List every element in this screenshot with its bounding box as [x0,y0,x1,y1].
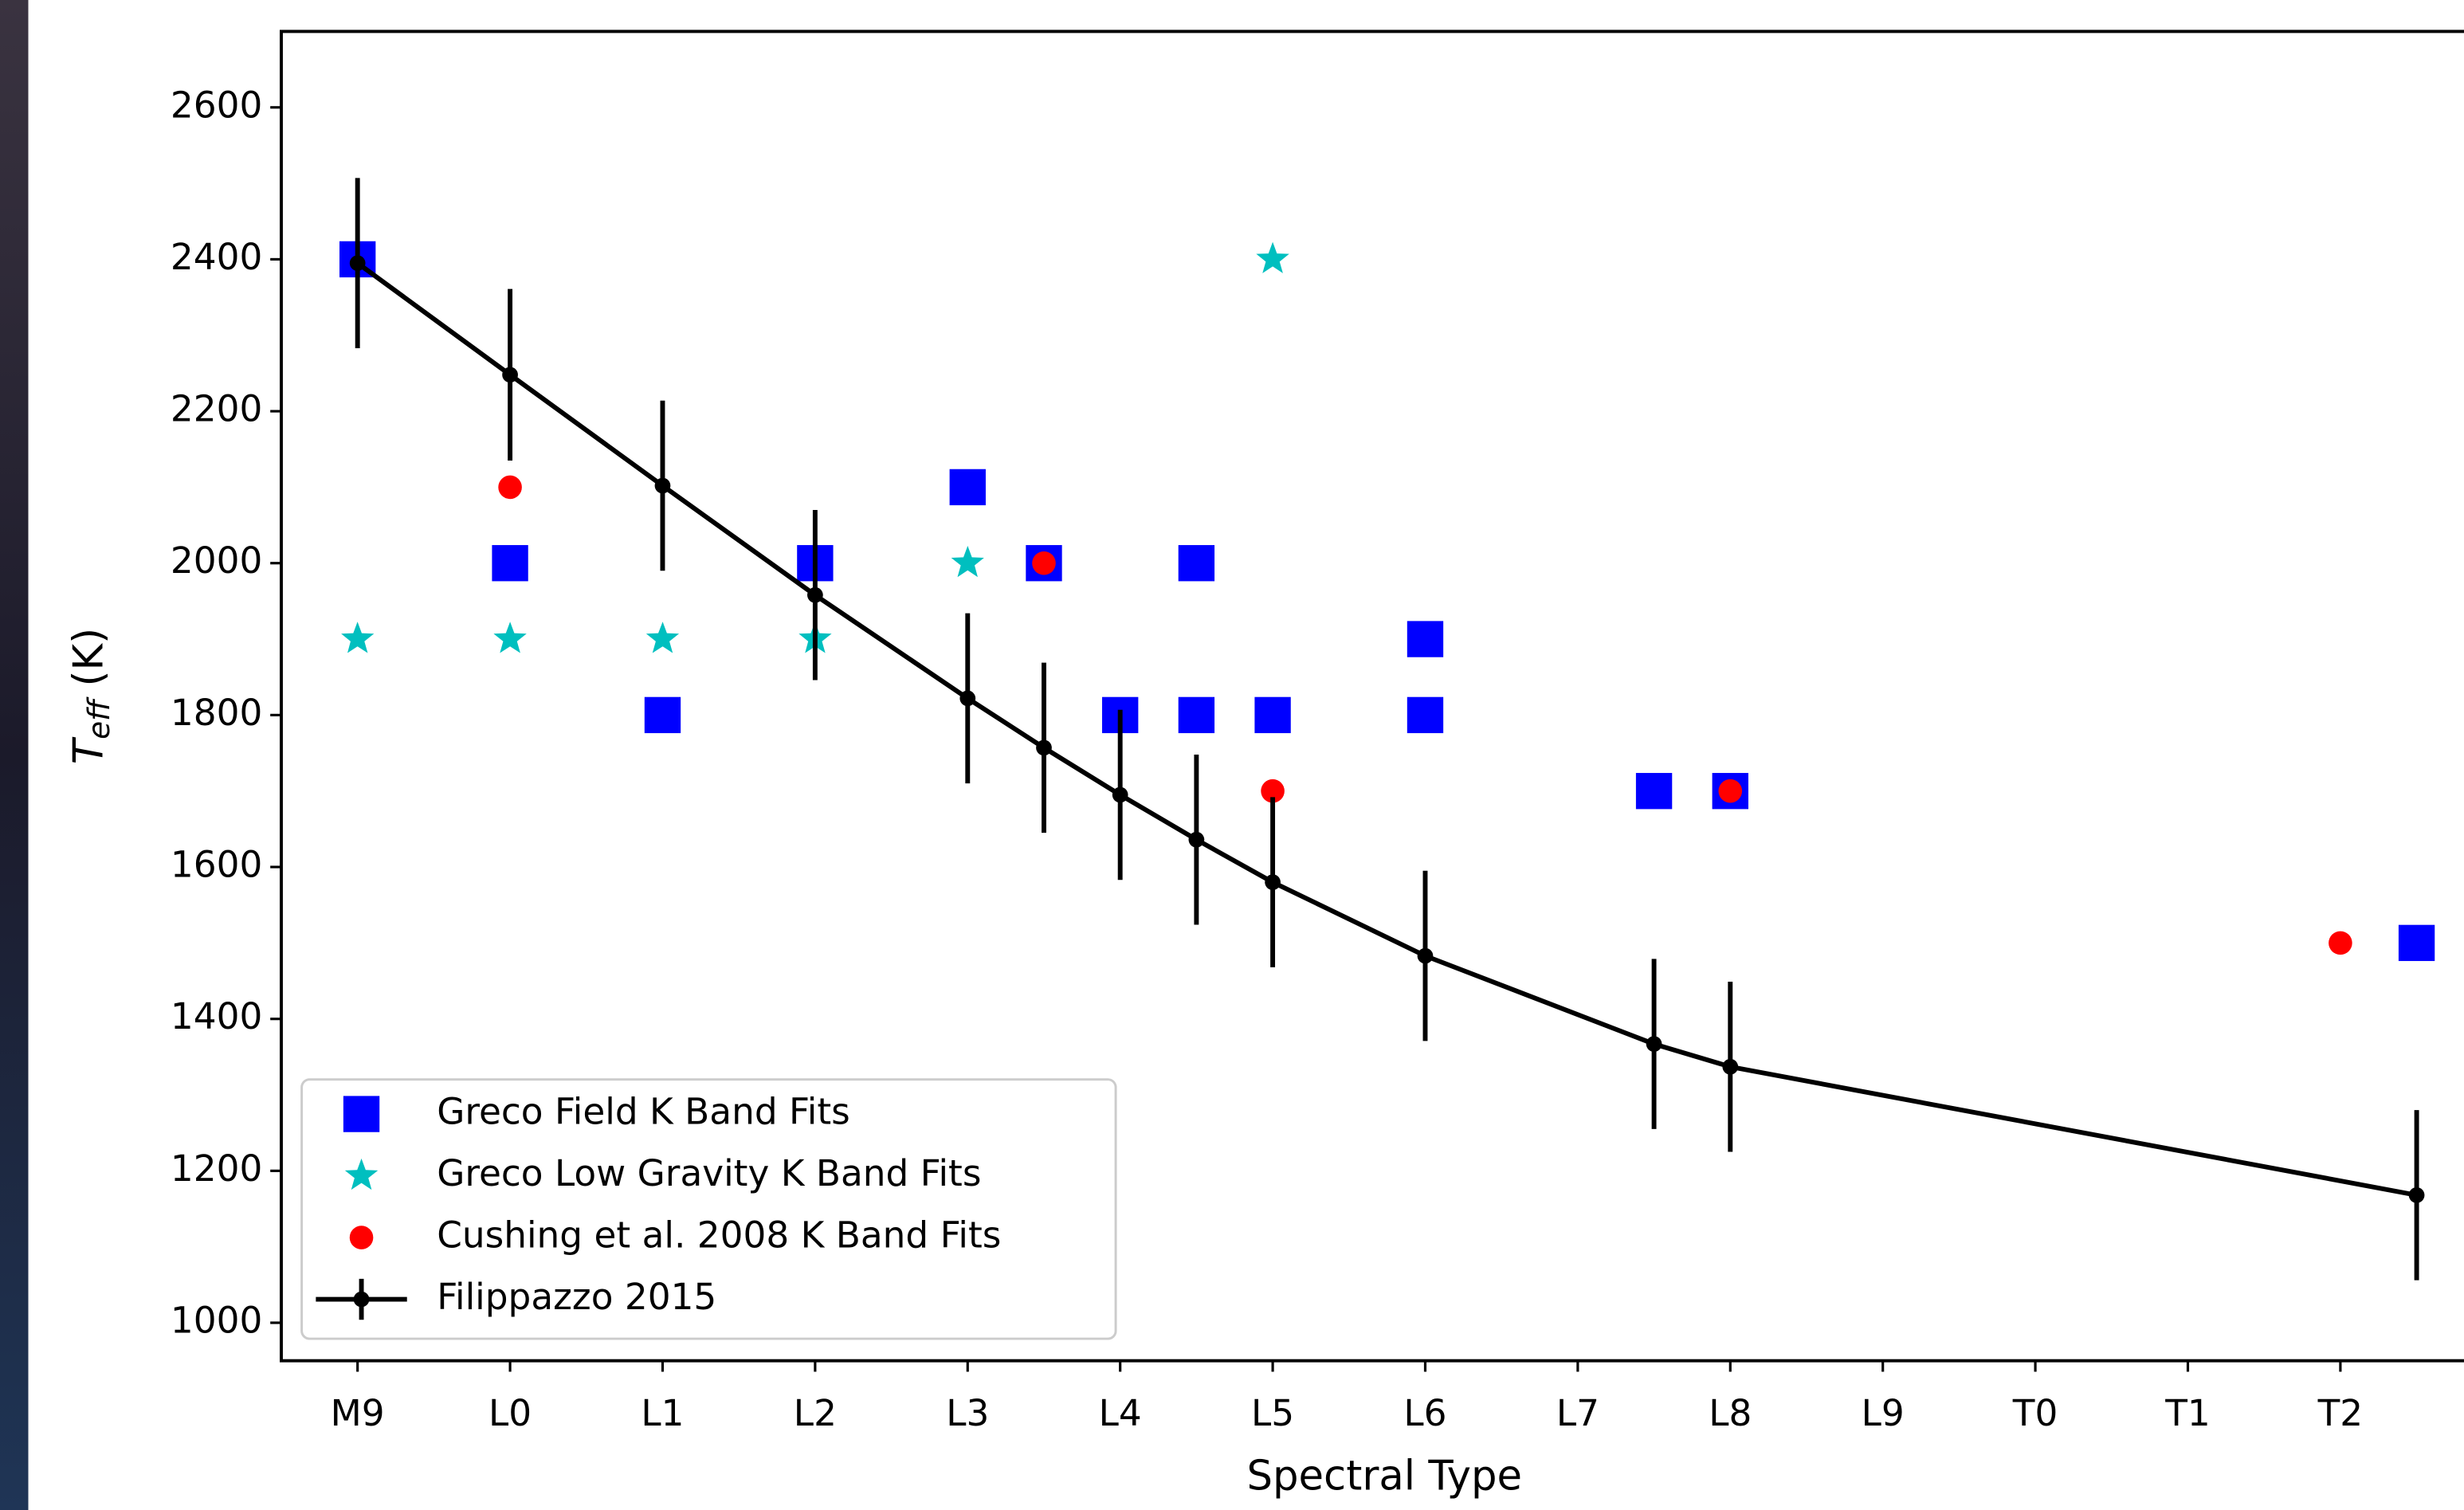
y-tick-label: 2600 [171,84,262,126]
data-point [1265,874,1281,890]
x-tick-label: L1 [641,1392,684,1434]
legend-box [300,1078,1117,1340]
background-strip [0,0,29,1510]
data-point [1256,241,1289,273]
data-point [498,475,522,500]
y-tick-label: 1800 [171,692,262,734]
data-point [1722,1058,1739,1075]
legend-label: Greco Field K Band Fits [437,1091,850,1133]
legend-label: Filippazzo 2015 [437,1276,716,1318]
data-point [1261,779,1285,803]
data-point [644,696,681,734]
data-point [645,622,680,653]
data-point [502,367,518,383]
data-point [1036,739,1052,756]
data-point [959,690,976,707]
x-tick-label: M9 [331,1392,385,1434]
x-tick-label: L3 [946,1392,989,1434]
data-point [949,469,986,506]
legend-label: Cushing et al. 2008 K Band Fits [437,1214,1001,1257]
y-tick-label: 1600 [171,844,262,886]
data-point [951,546,984,578]
x-tick-label: L7 [1556,1392,1599,1434]
data-point [1254,696,1291,734]
data-point [654,477,671,494]
x-tick-label: L5 [1251,1392,1294,1434]
x-tick-label: L8 [1709,1392,1752,1434]
data-point [1635,773,1673,810]
x-tick-label: T2 [2317,1392,2364,1434]
legend-marker [349,1226,374,1249]
data-point [1646,1036,1662,1053]
data-point [1112,786,1128,803]
y-tick-label: 1200 [171,1147,262,1190]
data-point [1718,779,1743,803]
x-axis-label: Spectral Type [1246,1453,1522,1500]
legend-label: Greco Low Gravity K Band Fits [437,1152,981,1194]
x-tick-label: L0 [488,1392,532,1434]
y-tick-label: 1000 [171,1300,262,1342]
data-point [492,545,528,582]
legend-marker [344,1158,379,1190]
data-point [1178,696,1215,734]
x-tick-label: T0 [2012,1392,2058,1434]
data-point [1188,831,1205,848]
legend-marker [343,1096,380,1132]
y-tick-label: 2000 [171,539,262,582]
x-tick-label: L4 [1099,1392,1142,1434]
data-point [807,586,823,603]
data-point [1178,545,1215,582]
data-point [2398,924,2435,962]
y-axis-label: Teff (K) [65,628,116,764]
x-tick-label: L9 [1862,1392,1905,1434]
x-tick-label: L6 [1403,1392,1446,1434]
data-point [1032,551,1056,575]
data-point [1417,947,1434,964]
y-tick-label: 1400 [171,995,262,1037]
data-point [2329,931,2352,955]
data-point [1407,621,1444,657]
data-point [341,622,375,653]
x-tick-label: L2 [794,1392,837,1434]
data-point [493,622,527,653]
data-point [2408,1186,2425,1203]
data-point [349,255,366,272]
data-point [1407,696,1444,734]
plot-frame [280,29,2464,1363]
y-tick-label: 2200 [171,388,262,430]
x-tick-label: T1 [2164,1392,2211,1434]
legend-marker [353,1291,370,1308]
y-tick-label: 2400 [171,236,262,278]
